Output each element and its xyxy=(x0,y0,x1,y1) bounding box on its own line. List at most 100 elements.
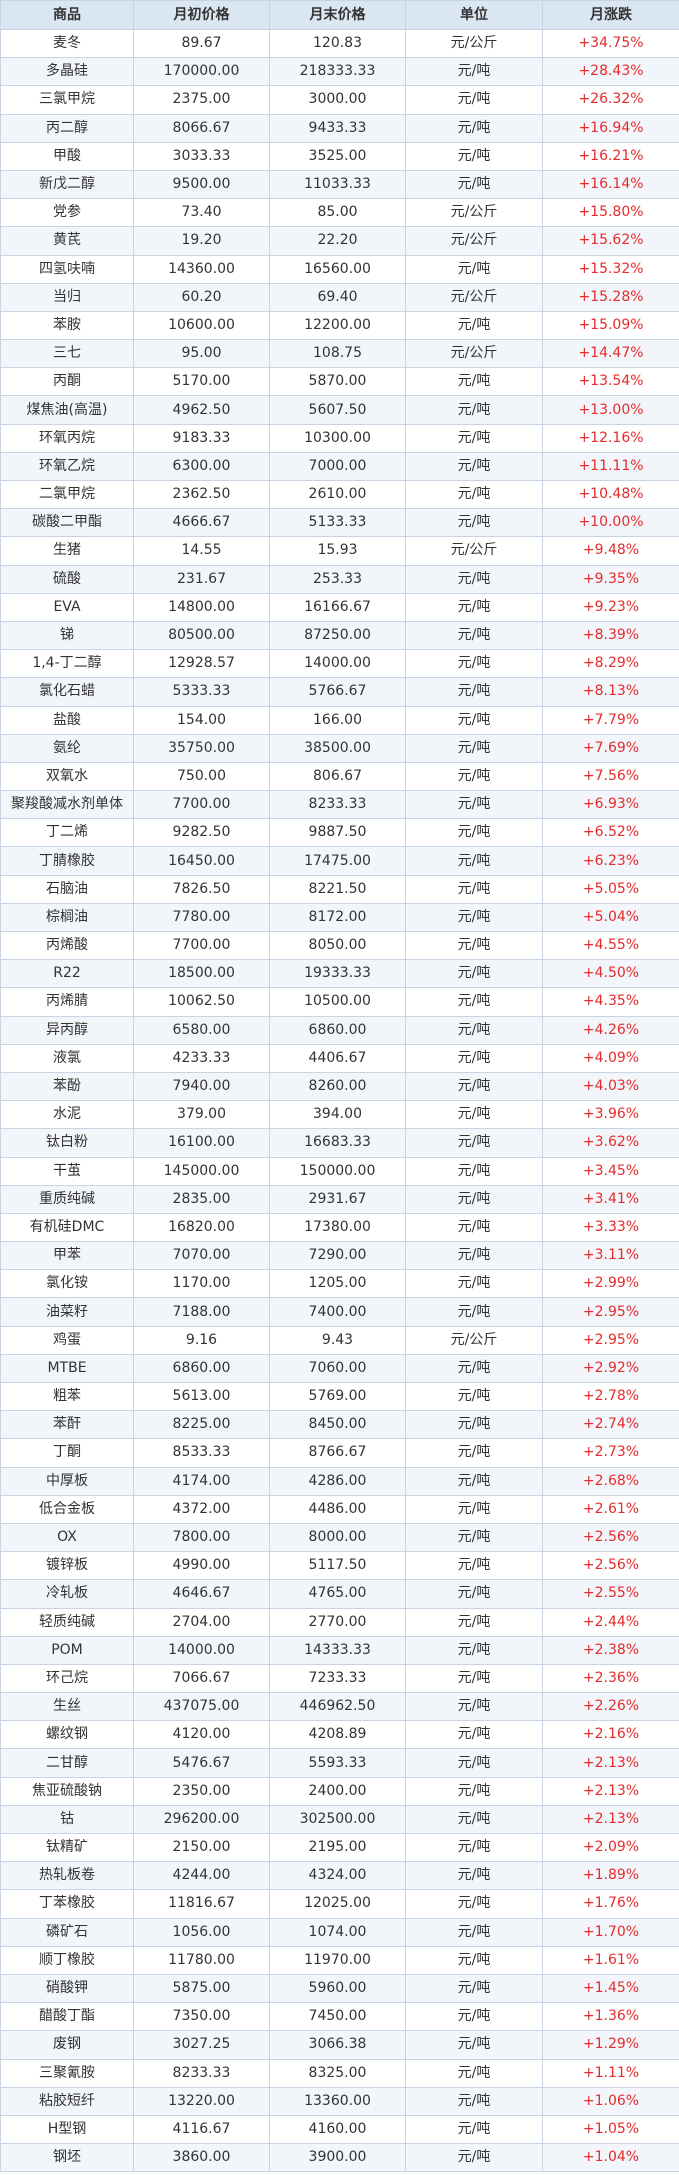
change-cell: +4.03% xyxy=(542,1071,679,1102)
end-price-cell: 5766.67 xyxy=(269,677,406,707)
end-price-cell: 5607.50 xyxy=(269,395,406,425)
start-price-cell: 6860.00 xyxy=(133,1353,270,1384)
unit-cell: 元/公斤 xyxy=(405,28,543,59)
start-price-cell: 16100.00 xyxy=(133,1128,270,1158)
start-price-cell: 4233.33 xyxy=(133,1043,270,1073)
change-cell: +3.62% xyxy=(542,1128,679,1158)
unit-cell: 元/吨 xyxy=(405,564,543,594)
end-price-cell: 16683.33 xyxy=(269,1128,406,1158)
start-price-cell: 14.55 xyxy=(133,536,270,566)
table-row: 粘胶短纤 13220.00 13360.00 元/吨 +1.06% xyxy=(0,2086,679,2116)
unit-cell: 元/吨 xyxy=(405,141,543,171)
table-row: 热轧板卷 4244.00 4324.00 元/吨 +1.89% xyxy=(0,1861,679,1891)
unit-cell: 元/吨 xyxy=(405,1071,543,1102)
end-price-cell: 87250.00 xyxy=(269,620,406,651)
end-price-cell: 9433.33 xyxy=(269,113,406,143)
unit-cell: 元/吨 xyxy=(405,1100,543,1130)
end-price-cell: 4286.00 xyxy=(269,1466,406,1496)
end-price-cell: 2195.00 xyxy=(269,1832,406,1863)
end-price-cell: 3900.00 xyxy=(269,2143,406,2173)
commodity-cell: 硫酸 xyxy=(0,564,134,594)
start-price-cell: 4990.00 xyxy=(133,1551,270,1581)
start-price-cell: 7940.00 xyxy=(133,1071,270,1102)
header-unit: 单位 xyxy=(405,0,543,30)
end-price-cell: 11033.33 xyxy=(269,169,406,200)
unit-cell: 元/公斤 xyxy=(405,226,543,256)
unit-cell: 元/吨 xyxy=(405,1663,543,1694)
commodity-cell: 有机硅DMC xyxy=(0,1212,134,1243)
change-cell: +7.56% xyxy=(542,761,679,792)
start-price-cell: 7188.00 xyxy=(133,1297,270,1327)
start-price-cell: 3033.33 xyxy=(133,141,270,171)
table-row: 低合金板 4372.00 4486.00 元/吨 +2.61% xyxy=(0,1494,679,1524)
end-price-cell: 8050.00 xyxy=(269,930,406,961)
unit-cell: 元/公斤 xyxy=(405,339,543,369)
table-row: 苯胺 10600.00 12200.00 元/吨 +15.09% xyxy=(0,310,679,341)
commodity-cell: 硝酸钾 xyxy=(0,1973,134,2004)
end-price-cell: 5769.00 xyxy=(269,1381,406,1412)
header-end-price: 月末价格 xyxy=(269,0,406,30)
change-cell: +16.21% xyxy=(542,141,679,171)
table-row: 甲酸 3033.33 3525.00 元/吨 +16.21% xyxy=(0,141,679,171)
unit-cell: 元/吨 xyxy=(405,818,543,848)
table-row: POM 14000.00 14333.33 元/吨 +2.38% xyxy=(0,1635,679,1665)
table-row: 煤焦油(高温) 4962.50 5607.50 元/吨 +13.00% xyxy=(0,395,679,425)
unit-cell: 元/吨 xyxy=(405,2002,543,2032)
commodity-cell: 甲酸 xyxy=(0,141,134,171)
unit-cell: 元/吨 xyxy=(405,1692,543,1722)
commodity-cell: 当归 xyxy=(0,282,134,312)
unit-cell: 元/吨 xyxy=(405,2086,543,2116)
change-cell: +16.14% xyxy=(542,169,679,200)
table-row: 钴 296200.00 302500.00 元/吨 +2.13% xyxy=(0,1804,679,1835)
commodity-cell: 中厚板 xyxy=(0,1466,134,1496)
end-price-cell: 8233.33 xyxy=(269,790,406,820)
table-row: 石脑油 7826.50 8221.50 元/吨 +5.05% xyxy=(0,874,679,904)
table-row: 有机硅DMC 16820.00 17380.00 元/吨 +3.33% xyxy=(0,1212,679,1243)
change-cell: +3.96% xyxy=(542,1100,679,1130)
commodity-cell: 丁二烯 xyxy=(0,818,134,848)
end-price-cell: 8221.50 xyxy=(269,874,406,904)
start-price-cell: 10600.00 xyxy=(133,310,270,341)
start-price-cell: 4646.67 xyxy=(133,1579,270,1609)
table-row: 丙酮 5170.00 5870.00 元/吨 +13.54% xyxy=(0,367,679,397)
end-price-cell: 7450.00 xyxy=(269,2002,406,2032)
end-price-cell: 15.93 xyxy=(269,536,406,566)
table-row: 丙烯酸 7700.00 8050.00 元/吨 +4.55% xyxy=(0,930,679,961)
start-price-cell: 5613.00 xyxy=(133,1381,270,1412)
start-price-cell: 7066.67 xyxy=(133,1663,270,1694)
commodity-cell: 生丝 xyxy=(0,1692,134,1722)
end-price-cell: 5117.50 xyxy=(269,1551,406,1581)
change-cell: +4.09% xyxy=(542,1043,679,1073)
unit-cell: 元/吨 xyxy=(405,169,543,200)
commodity-cell: 丁酮 xyxy=(0,1438,134,1468)
table-row: 重质纯碱 2835.00 2931.67 元/吨 +3.41% xyxy=(0,1184,679,1214)
change-cell: +9.48% xyxy=(542,536,679,566)
table-row: 丁酮 8533.33 8766.67 元/吨 +2.73% xyxy=(0,1438,679,1468)
unit-cell: 元/公斤 xyxy=(405,536,543,566)
commodity-cell: 磷矿石 xyxy=(0,1917,134,1947)
unit-cell: 元/吨 xyxy=(405,1184,543,1214)
unit-cell: 元/公斤 xyxy=(405,198,543,228)
table-row: 硫酸 231.67 253.33 元/吨 +9.35% xyxy=(0,564,679,594)
change-cell: +4.50% xyxy=(542,959,679,989)
commodity-cell: 丙烯腈 xyxy=(0,987,134,1017)
table-row: 三七 95.00 108.75 元/公斤 +14.47% xyxy=(0,339,679,369)
change-cell: +6.93% xyxy=(542,790,679,820)
commodity-cell: 镀锌板 xyxy=(0,1551,134,1581)
unit-cell: 元/吨 xyxy=(405,1297,543,1327)
change-cell: +2.99% xyxy=(542,1269,679,1299)
start-price-cell: 9500.00 xyxy=(133,169,270,200)
commodity-cell: 热轧板卷 xyxy=(0,1861,134,1891)
table-row: 氨纶 35750.00 38500.00 元/吨 +7.69% xyxy=(0,733,679,763)
unit-cell: 元/吨 xyxy=(405,1015,543,1045)
start-price-cell: 10062.50 xyxy=(133,987,270,1017)
change-cell: +3.41% xyxy=(542,1184,679,1214)
unit-cell: 元/吨 xyxy=(405,987,543,1017)
commodity-cell: 废钢 xyxy=(0,2030,134,2060)
change-cell: +9.23% xyxy=(542,592,679,622)
change-cell: +2.95% xyxy=(542,1297,679,1327)
commodity-cell: 盐酸 xyxy=(0,705,134,735)
table-row: OX 7800.00 8000.00 元/吨 +2.56% xyxy=(0,1522,679,1553)
change-cell: +1.70% xyxy=(542,1917,679,1947)
commodity-cell: 钢坯 xyxy=(0,2143,134,2173)
